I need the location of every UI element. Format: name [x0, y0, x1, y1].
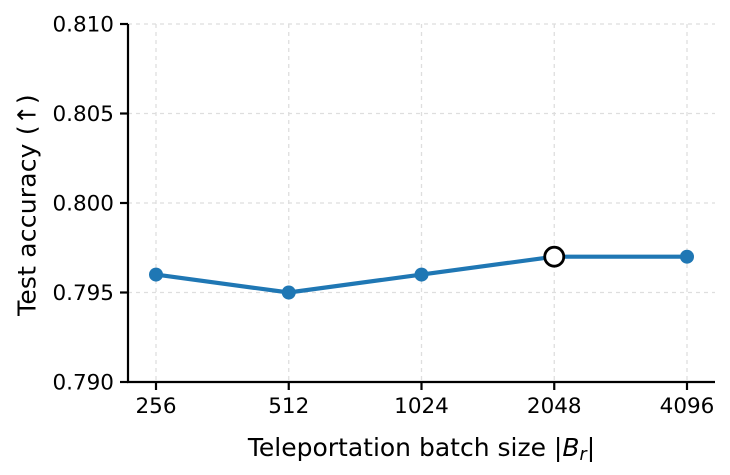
- y-axis-label: Test accuracy (↑): [13, 94, 42, 316]
- data-point: [149, 267, 163, 282]
- x-tick-label: 2048: [527, 394, 582, 419]
- y-tick-label: 0.800: [52, 192, 114, 217]
- highlight-point: [543, 245, 566, 268]
- data-point: [680, 249, 694, 264]
- x-tick-label: 256: [135, 394, 176, 419]
- y-tick-label: 0.805: [52, 102, 114, 127]
- data-point: [281, 285, 296, 300]
- y-tick-label: 0.795: [52, 281, 114, 306]
- x-axis-label-prefix: Teleportation batch size |: [247, 433, 563, 462]
- x-tick-label: 1024: [394, 394, 449, 419]
- x-axis-label-subscript: r: [579, 445, 587, 466]
- x-tick-label: 4096: [660, 394, 715, 419]
- y-axis-label-text: Test accuracy (↑): [12, 94, 42, 316]
- x-axis-label: Teleportation batch size |Br|: [128, 433, 715, 466]
- y-tick-label: 0.810: [52, 13, 114, 38]
- x-tick-label: 512: [268, 394, 309, 419]
- x-axis-label-suffix: |: [586, 433, 596, 462]
- y-tick-label: 0.790: [52, 371, 114, 396]
- data-point: [414, 267, 429, 282]
- x-axis-label-variable: B: [562, 433, 580, 462]
